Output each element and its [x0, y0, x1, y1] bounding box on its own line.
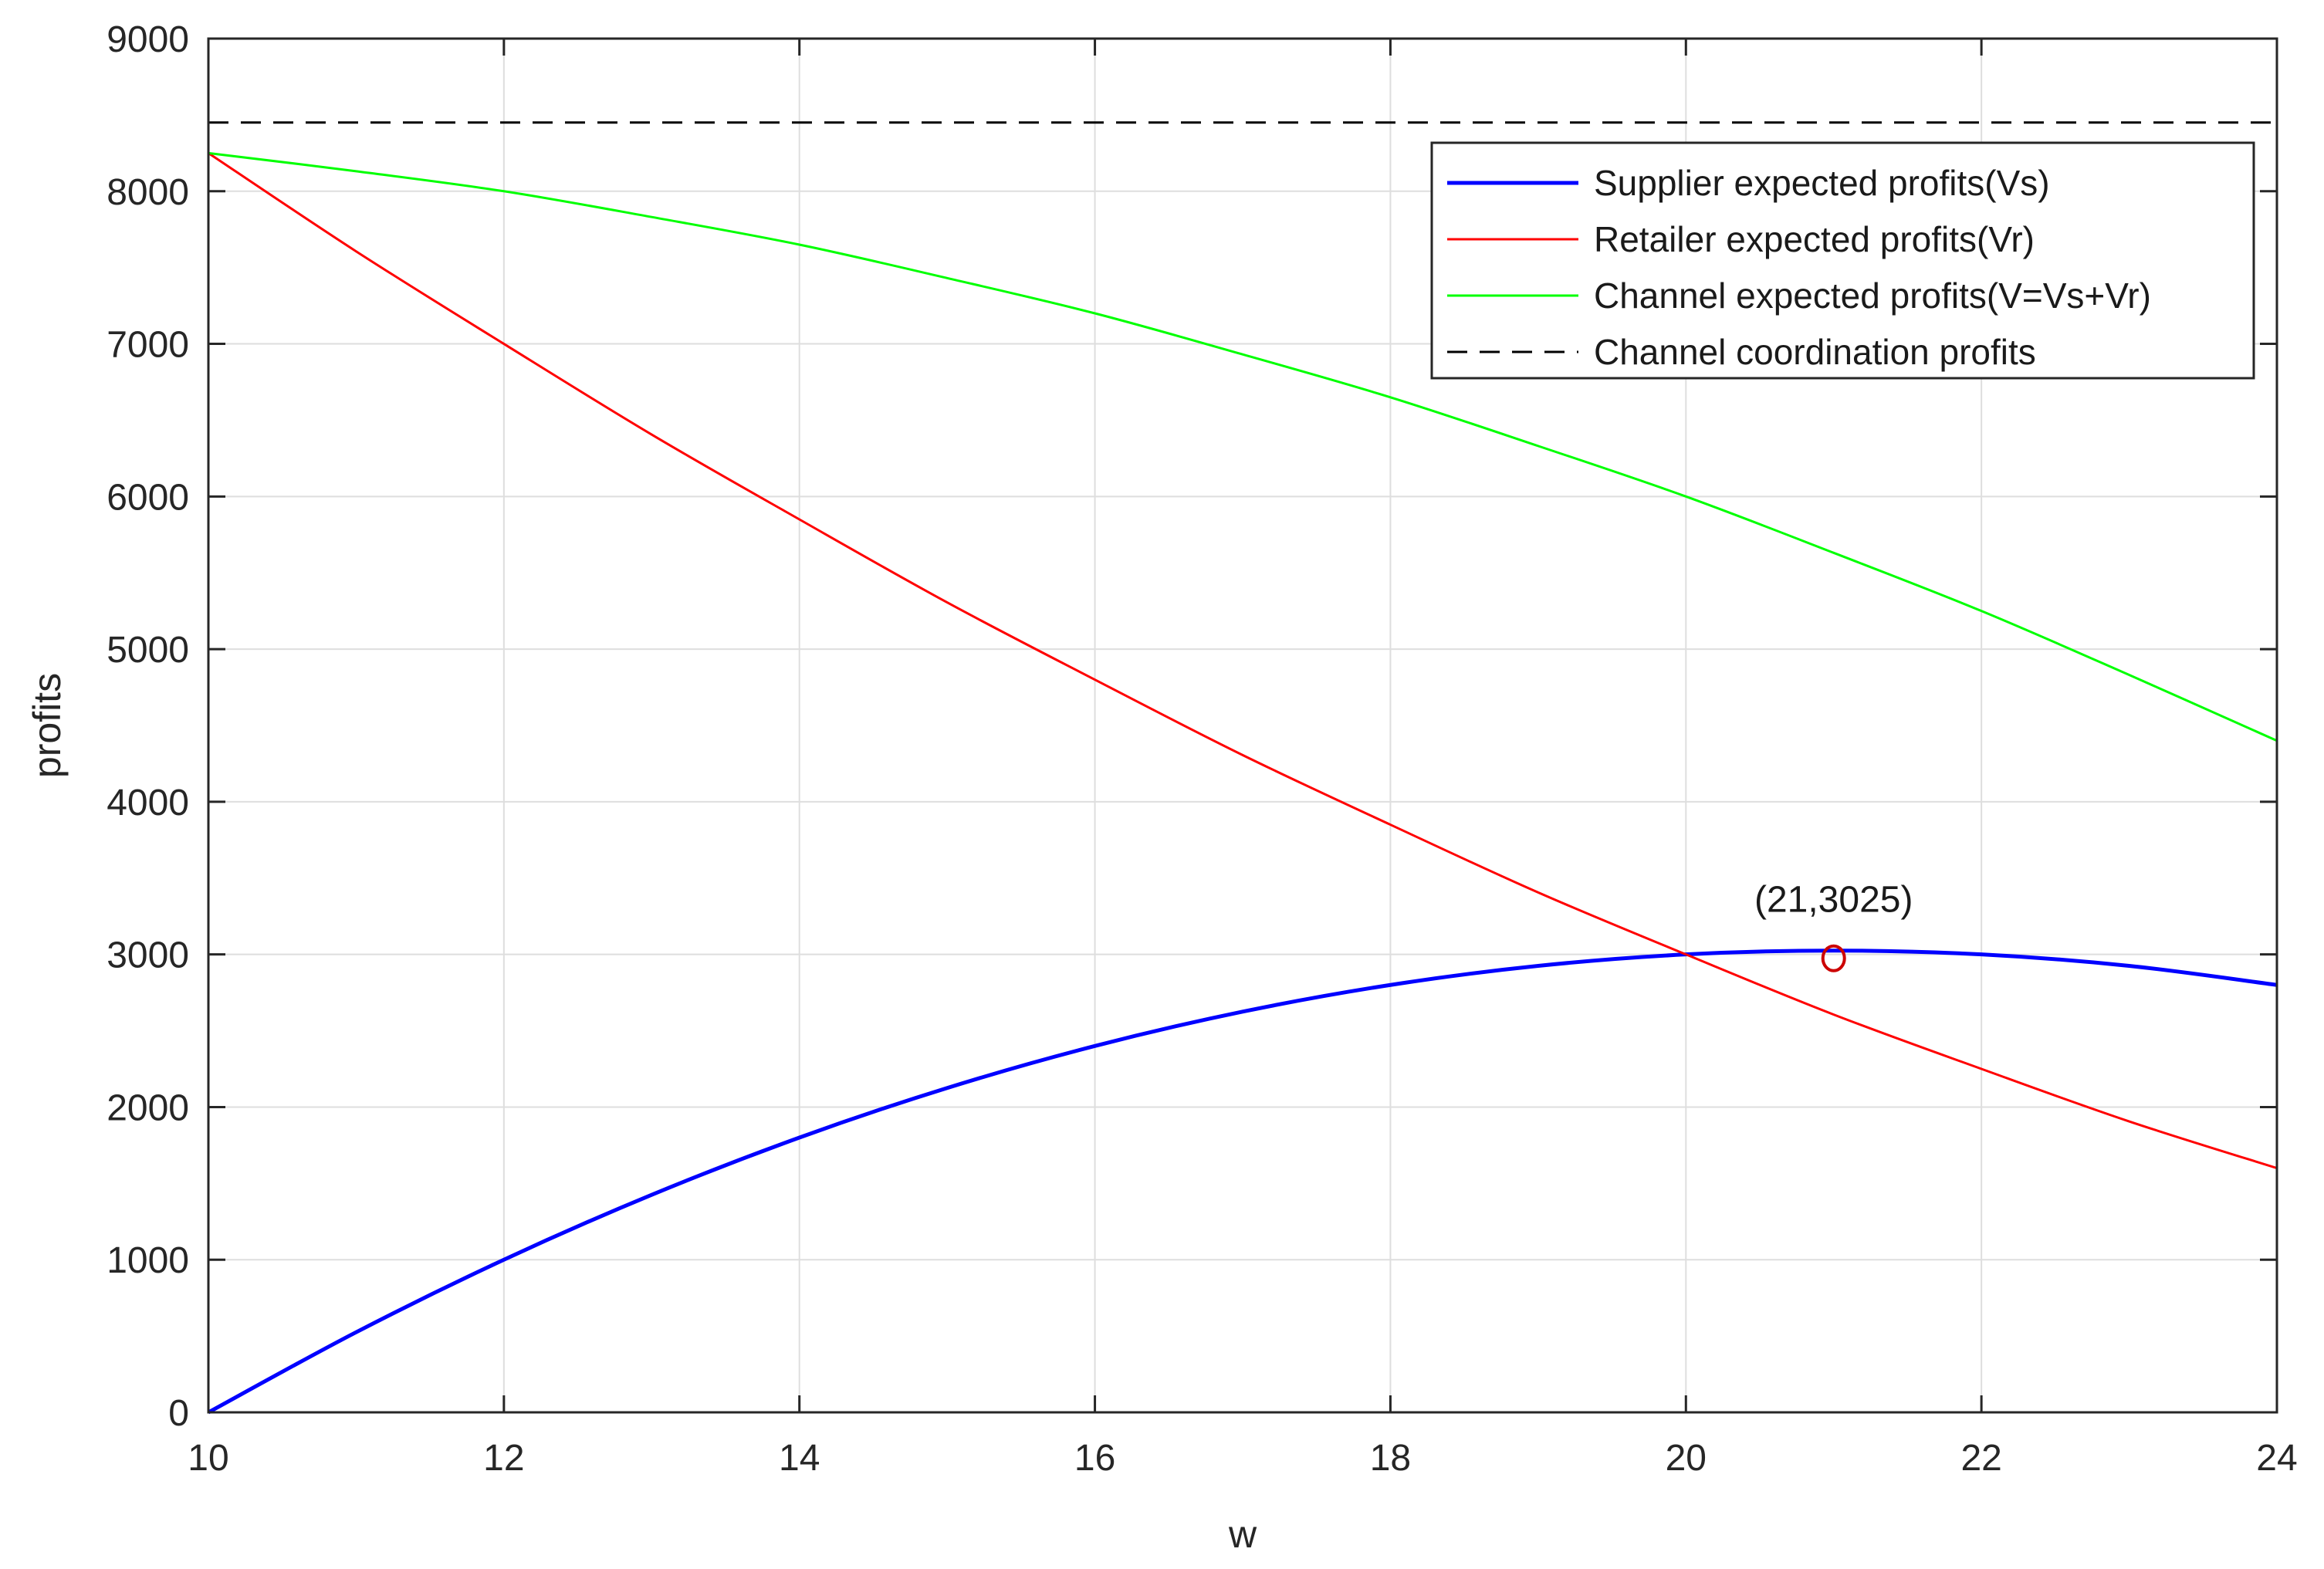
y-tick-label: 8000	[107, 172, 189, 213]
x-tick-label: 20	[1666, 1438, 1707, 1479]
y-tick-label: 3000	[107, 935, 189, 976]
annotation: (21,3025)	[1754, 880, 1913, 972]
legend-entry-retailer: Retailer expected profits(Vr)	[1594, 219, 2035, 259]
y-tick-label: 9000	[107, 19, 189, 60]
x-tick-label: 18	[1370, 1438, 1411, 1479]
legend-entry-supplier: Supplier expected profits(Vs)	[1594, 163, 2050, 203]
x-tick-label: 14	[779, 1438, 820, 1479]
y-tick-label: 5000	[107, 630, 189, 671]
x-tick-label: 24	[2256, 1438, 2297, 1479]
y-axis-label: profits	[25, 673, 69, 778]
legend-entry-channel: Channel expected profits(V=Vs+Vr)	[1594, 276, 2151, 316]
y-tick-label: 4000	[107, 783, 189, 823]
series-lines	[207, 121, 2278, 1415]
y-tick-label: 1000	[107, 1240, 189, 1281]
series-line-supplier	[207, 949, 2278, 1415]
annotation-label: (21,3025)	[1754, 880, 1913, 921]
x-tick-label: 12	[483, 1438, 524, 1479]
legend-entry-coordination: Channel coordination profits	[1594, 332, 2036, 372]
y-tick-label: 0	[168, 1393, 189, 1434]
y-tick-label: 7000	[107, 325, 189, 366]
x-tick-label: 16	[1074, 1438, 1115, 1479]
y-tick-label: 2000	[107, 1087, 189, 1128]
y-tick-label: 6000	[107, 477, 189, 518]
annotation-marker	[1821, 944, 1846, 972]
axis-ticks: 10 12 14 16 18 20 22 24 0 1000 2000 3000 4000 5000 600…	[107, 19, 2297, 1479]
x-axis-label: w	[1228, 1513, 1257, 1556]
series-line-channel	[208, 151, 2278, 742]
series-line-retailer	[208, 152, 2278, 1169]
x-tick-label: 22	[1960, 1438, 2001, 1479]
legend: Supplier expected profits(Vs) Retailer ex…	[1430, 141, 2255, 380]
axes-box	[207, 37, 2278, 1414]
x-tick-label: 10	[188, 1438, 228, 1479]
